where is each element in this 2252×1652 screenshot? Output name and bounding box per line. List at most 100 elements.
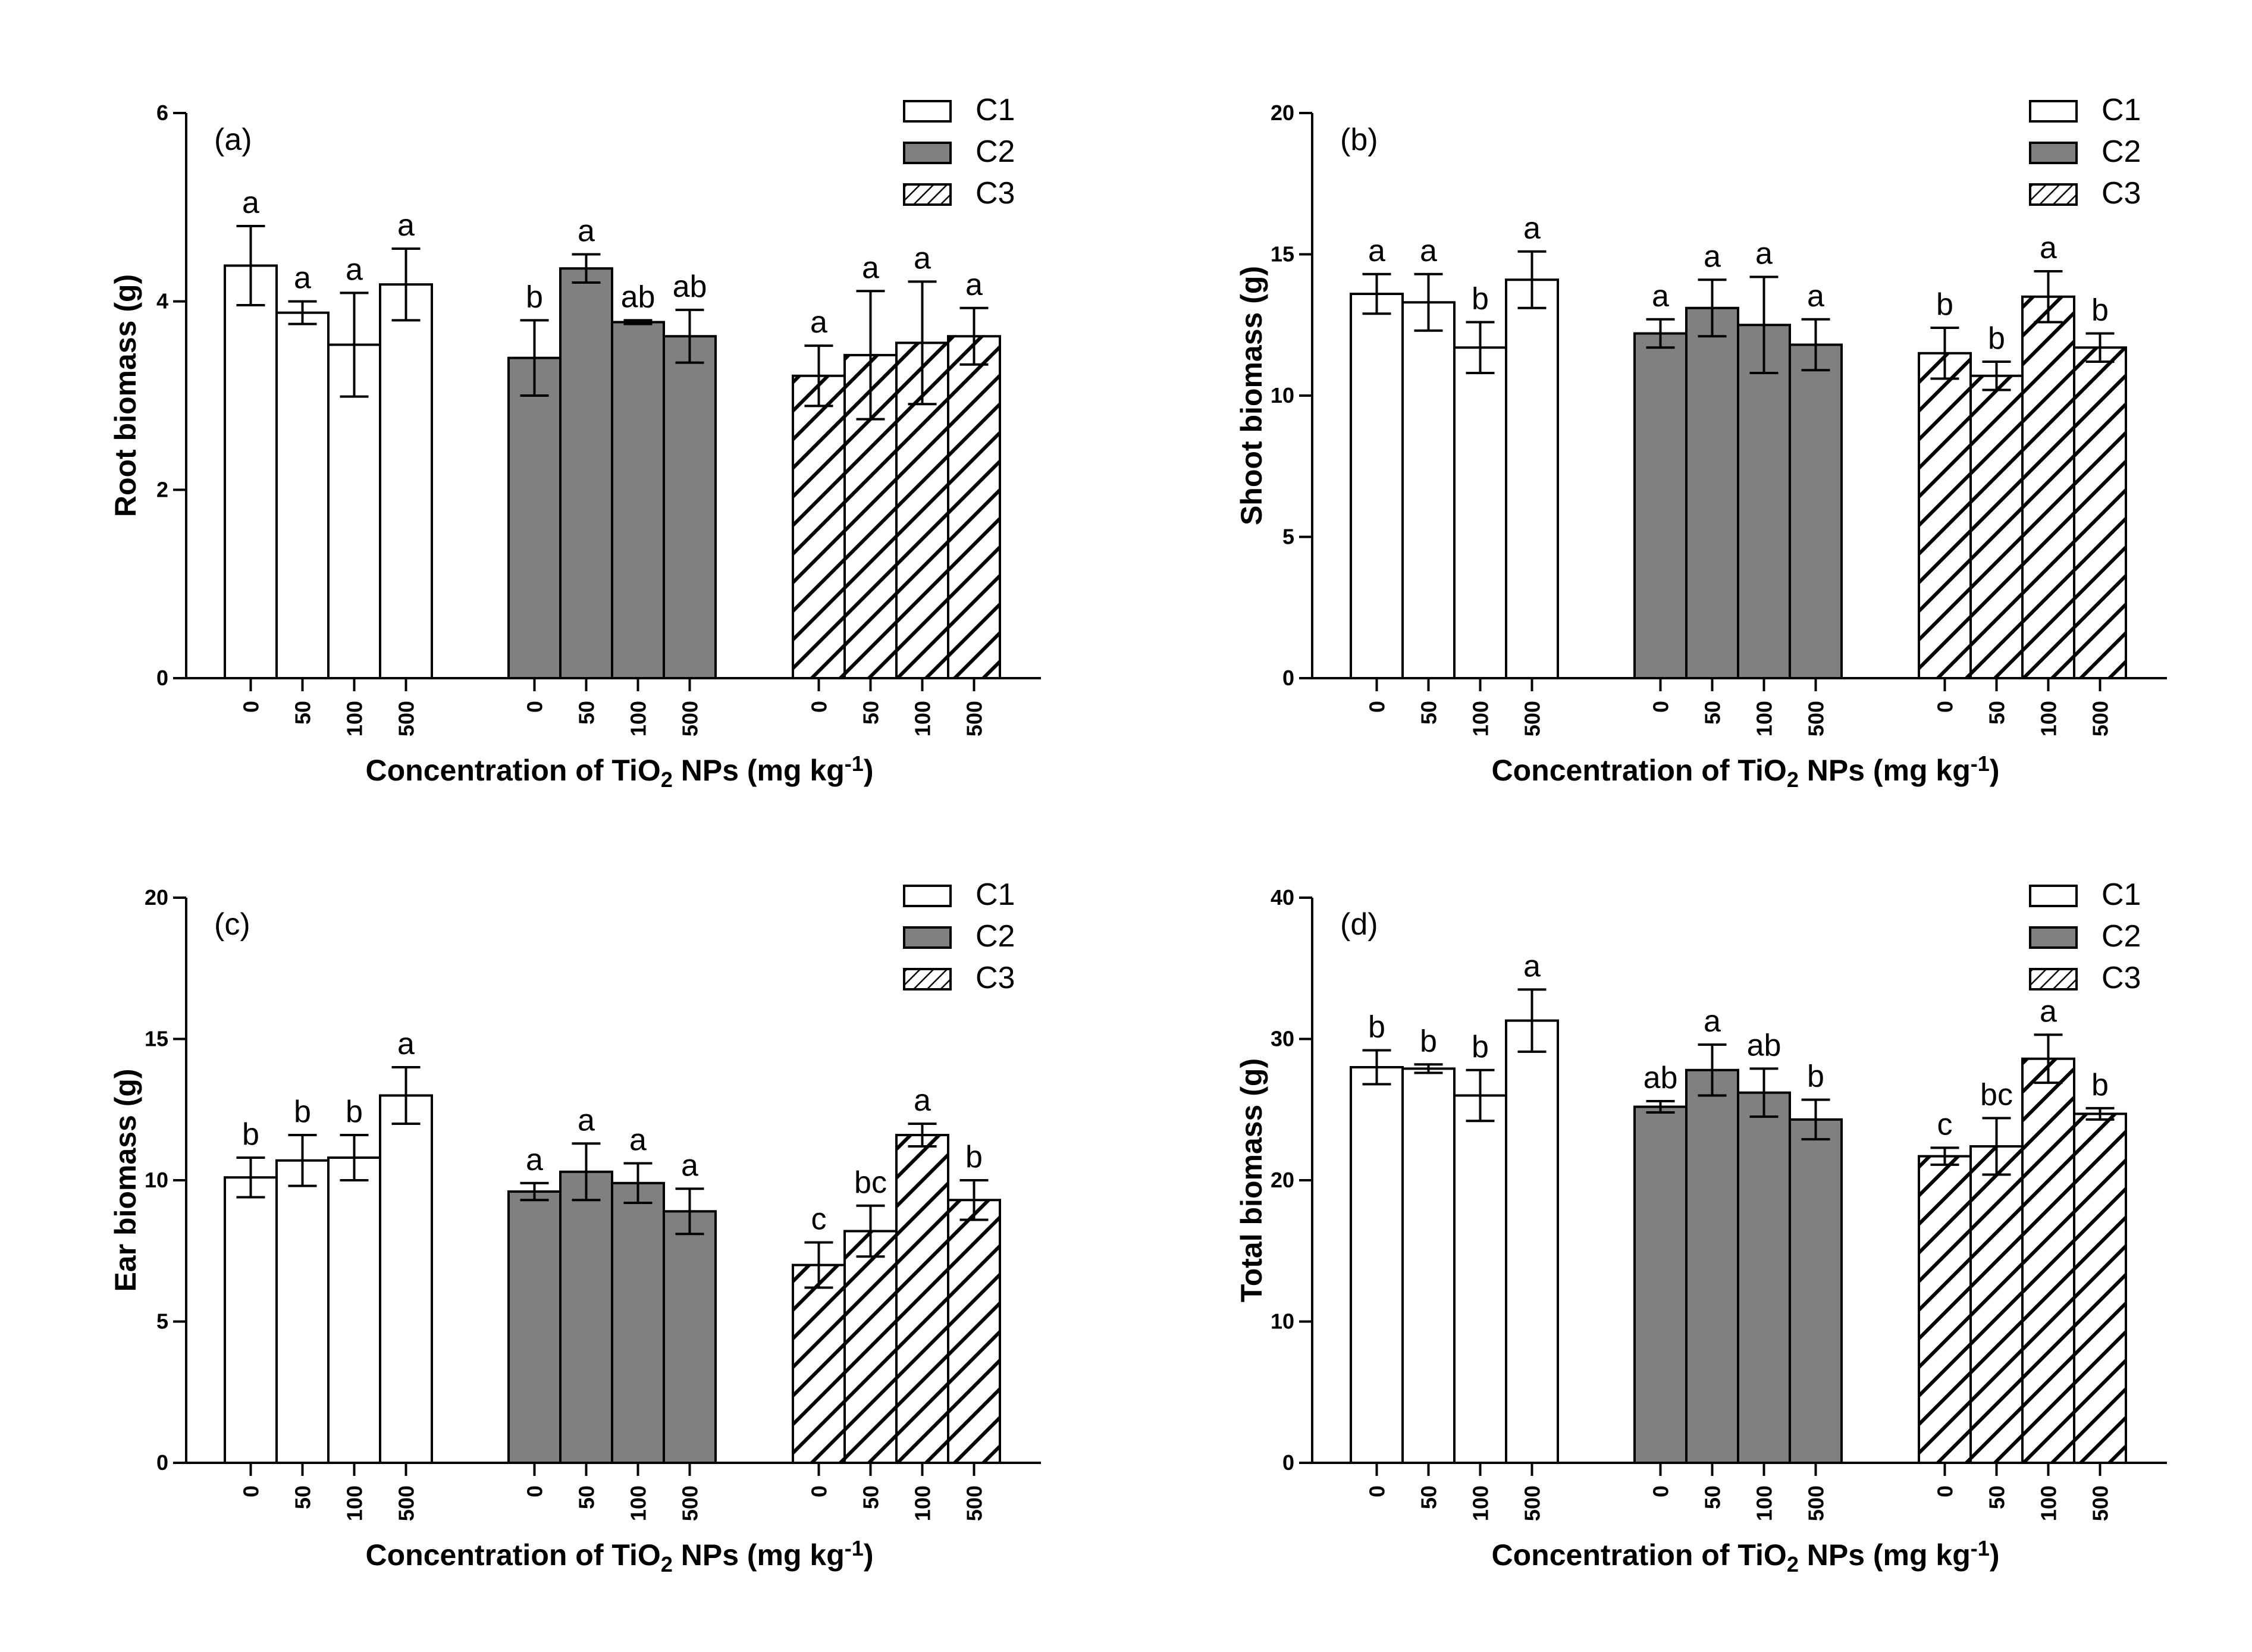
x-tick-label: 0 — [1933, 701, 1958, 713]
x-tick-label: 50 — [291, 1485, 315, 1509]
bar-C3-100 — [2021, 295, 2075, 679]
chart-panel-c: 0 5 10 15 20 b 0 b 50 b 100 a 500 a 0 a 50 a 100 a 500 c 0 bc 50… — [109, 877, 1041, 1576]
x-tick-label: 500 — [394, 701, 419, 736]
significance-letter: a — [294, 261, 311, 296]
x-tick-label: 50 — [1701, 701, 1725, 725]
significance-letter: a — [346, 252, 363, 287]
bar-C2-0 — [507, 1190, 562, 1464]
legend-swatch-C1 — [903, 885, 952, 907]
x-tick-label: 0 — [239, 701, 264, 713]
bar-C1-500 — [1505, 1019, 1559, 1464]
significance-letter: b — [346, 1095, 363, 1129]
bar-C2-100 — [611, 1181, 665, 1464]
chart-panel-d: 010203040b0b50b100a500ab0a50ab100b500c0b… — [1235, 877, 2167, 1576]
x-tick-label: 100 — [626, 701, 651, 736]
x-tick-label: 0 — [807, 1485, 832, 1497]
x-tick-label: 100 — [1752, 1485, 1777, 1521]
bar-C2-50 — [559, 267, 613, 679]
bar-C3-500 — [2073, 346, 2127, 679]
y-tick-label: 10 — [1271, 1309, 1294, 1334]
bar-C2-100 — [1737, 1091, 1791, 1464]
x-tick-label: 0 — [523, 701, 547, 713]
x-tick-label: 500 — [2088, 1485, 2113, 1521]
x-tick-label: 100 — [2037, 701, 2061, 736]
bar-C3-100 — [2021, 1057, 2075, 1464]
x-tick-label: 0 — [1649, 701, 1673, 713]
x-tick-label: 100 — [626, 1485, 651, 1521]
significance-letter: b — [1420, 1024, 1437, 1058]
bar-C1-500 — [379, 283, 433, 679]
legend-swatch-C2 — [2029, 926, 2078, 949]
significance-letter: ab — [1747, 1028, 1781, 1062]
y-tick-label: 15 — [145, 1027, 168, 1051]
significance-letter: b — [1472, 282, 1489, 316]
y-tick-label: 5 — [156, 1309, 168, 1334]
legend-label-C1: C1 — [976, 877, 1015, 912]
x-tick-label: 100 — [343, 1485, 367, 1521]
x-tick-label: 0 — [1365, 1485, 1390, 1497]
legend-swatch-C1 — [903, 100, 952, 123]
bar-C2-100 — [1737, 324, 1791, 679]
x-tick-label: 500 — [2088, 701, 2113, 736]
y-tick-label: 20 — [1271, 101, 1294, 125]
legend-label-C3: C3 — [976, 176, 1015, 211]
significance-letter: ab — [673, 269, 707, 304]
y-axis-title: Root biomass (g) — [109, 274, 142, 517]
significance-letter: b — [1988, 321, 2005, 356]
significance-letter: a — [1420, 234, 1437, 268]
legend-label-C3: C3 — [2102, 176, 2141, 211]
legend-swatch-C1 — [2029, 100, 2078, 123]
y-tick-label: 40 — [1271, 885, 1294, 910]
y-tick-label: 20 — [1271, 1168, 1294, 1192]
legend-label-C1: C1 — [2102, 93, 2141, 127]
panel-label: (c) — [214, 907, 250, 942]
significance-letter: a — [681, 1148, 698, 1183]
x-tick-label: 100 — [1469, 701, 1493, 736]
y-tick-label: 2 — [156, 477, 168, 501]
panel-label: (a) — [214, 123, 252, 157]
bar-C3-500 — [2073, 1112, 2127, 1464]
significance-letter: a — [578, 214, 595, 249]
legend-swatch-C3 — [903, 183, 952, 206]
y-tick-label: 0 — [1282, 666, 1294, 690]
y-tick-label: 15 — [1271, 242, 1294, 267]
x-tick-label: 50 — [575, 701, 599, 725]
chart-panel-b: 0 5 10 15 20 a 0 a 50 b 100 a 500 a 0 a 50 a 100 a 500 b 0 b 50 a… — [1235, 93, 2167, 792]
bar-C1-100 — [1453, 1094, 1507, 1464]
significance-letter: b — [294, 1095, 311, 1129]
legend-label-C2: C2 — [976, 134, 1015, 169]
x-tick-label: 0 — [807, 701, 832, 713]
legend-swatch-C3 — [2029, 183, 2078, 206]
legend: C1 C2 C3 — [903, 877, 1015, 995]
significance-letter: ab — [1643, 1061, 1678, 1095]
bar-C2-500 — [1789, 343, 1843, 679]
significance-letter: a — [862, 250, 879, 285]
legend: C1 C2 C3 — [2029, 877, 2141, 995]
x-tick-label: 50 — [1417, 701, 1441, 725]
y-tick-label: 30 — [1271, 1027, 1294, 1051]
x-tick-label: 500 — [678, 701, 702, 736]
x-tick-label: 500 — [1804, 701, 1828, 736]
significance-letter: a — [2040, 231, 2057, 265]
significance-letter: b — [2091, 293, 2109, 328]
significance-letter: a — [2040, 994, 2057, 1029]
significance-letter: bc — [854, 1165, 887, 1200]
significance-letter: b — [1936, 287, 1953, 322]
y-tick-label: 10 — [1271, 383, 1294, 407]
x-axis-title: Concentration of TiO2 NPs (mg kg-1) — [1492, 751, 2000, 792]
bar-C3-0 — [792, 374, 846, 679]
bar-C3-50 — [843, 1230, 898, 1464]
bar-C1-100 — [327, 1156, 381, 1464]
bar-C1-0 — [1350, 1066, 1404, 1464]
legend-swatch-C2 — [903, 142, 952, 164]
y-tick-label: 0 — [156, 666, 168, 690]
x-tick-label: 50 — [1985, 1485, 2009, 1509]
significance-letter: c — [811, 1202, 827, 1237]
legend-label-C2: C2 — [976, 919, 1015, 954]
legend-label-C3: C3 — [2102, 961, 2141, 995]
legend-swatch-C2 — [903, 926, 952, 949]
significance-letter: ab — [621, 280, 655, 314]
y-axis-title: Shoot biomass (g) — [1235, 266, 1268, 525]
y-axis-title: Total biomass (g) — [1235, 1058, 1268, 1302]
